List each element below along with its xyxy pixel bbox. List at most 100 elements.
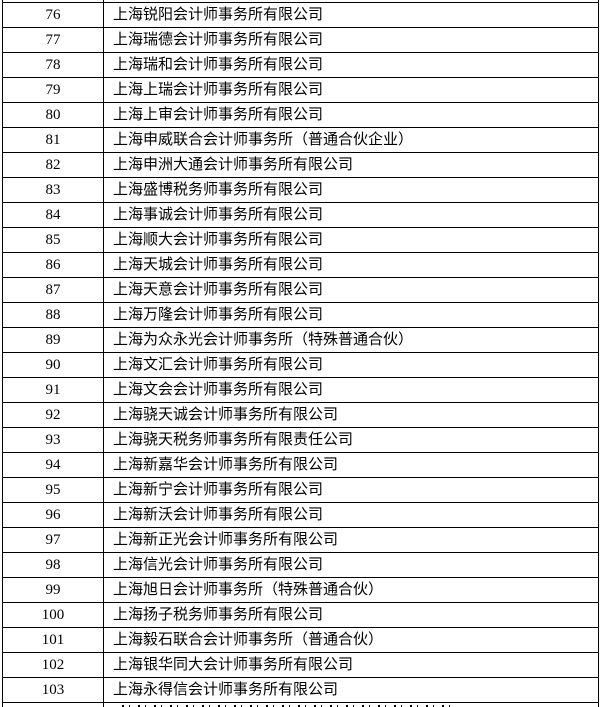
firm-name: 上海万隆会计师事务所有限公司 [113,307,324,323]
firm-name-cell: 上海旭日会计师事务所（特殊普通合伙） [104,578,598,602]
firm-name: 上海新正光会计师事务所有限公司 [113,532,339,548]
row-number: 88 [45,307,61,323]
firm-name-cell: 上海申威联合会计师事务所（普通合伙企业） [104,128,598,152]
row-number-cell: 81 [3,128,104,152]
table-row: 99 上海旭日会计师事务所（特殊普通合伙） [3,578,598,603]
firm-name: 上海上瑞会计师事务所有限公司 [113,82,324,98]
row-number: 98 [45,557,61,573]
row-number-cell: 89 [3,328,104,352]
row-number-cell: 98 [3,553,104,577]
firm-name-cell: 上海信光会计师事务所有限公司 [104,553,598,577]
firm-name: 上海信光会计师事务所有限公司 [113,557,324,573]
firm-name: 上海新沃会计师事务所有限公司 [113,507,324,523]
firm-name-cell: 上海上审会计师事务所有限公司 [104,103,598,127]
table-row-clipped-top [3,0,598,3]
table-row: 100 上海扬子税务师事务所有限公司 [3,603,598,628]
row-number: 97 [45,532,61,548]
table-row: 92 上海骁天诚会计师事务所有限公司 [3,403,598,428]
firm-name-cell: 上海永得信会计师事务所有限公司 [104,678,598,702]
table-row: 93 上海骁天税务师事务所有限责任公司 [3,428,598,453]
firm-name-cell: 上海瑞和会计师事务所有限公司 [104,53,598,77]
row-number-cell: 79 [3,78,104,102]
row-number: 102 [41,657,65,673]
firm-name: 上海新宁会计师事务所有限公司 [113,482,324,498]
firm-name: 上海毅石联合会计师事务所（普通合伙） [113,632,384,648]
table-row: 80 上海上审会计师事务所有限公司 [3,103,598,128]
row-number: 100 [41,607,65,623]
row-number: 82 [45,157,61,173]
firm-name-cell: 上海新宁会计师事务所有限公司 [104,478,598,502]
row-number: 78 [45,57,61,73]
row-number: 93 [45,432,61,448]
row-number-cell: 85 [3,228,104,252]
table-row: 87 上海天意会计师事务所有限公司 [3,278,598,303]
firm-name: 上海天城会计师事务所有限公司 [113,257,324,273]
row-number: 83 [45,182,61,198]
table-row: 102 上海银华同大会计师事务所有限公司 [3,653,598,678]
table-row: 79 上海上瑞会计师事务所有限公司 [3,78,598,103]
clipped-text-fragment [122,705,455,707]
row-number: 87 [45,282,61,298]
table-row: 86 上海天城会计师事务所有限公司 [3,253,598,278]
firm-name-cell: 上海天意会计师事务所有限公司 [104,278,598,302]
firm-name-cell: 上海毅石联合会计师事务所（普通合伙） [104,628,598,652]
firm-name: 上海扬子税务师事务所有限公司 [113,607,324,623]
table-row: 76 上海锐阳会计师事务所有限公司 [3,3,598,28]
table-row: 77 上海瑞德会计师事务所有限公司 [3,28,598,53]
firm-name-cell: 上海事诚会计师事务所有限公司 [104,203,598,227]
table-row: 83 上海盛博税务师事务所有限公司 [3,178,598,203]
firm-name-cell: 上海为众永光会计师事务所（特殊普通合伙） [104,328,598,352]
row-number: 103 [41,682,65,698]
table-row: 90 上海文汇会计师事务所有限公司 [3,353,598,378]
table-row: 94 上海新嘉华会计师事务所有限公司 [3,453,598,478]
row-number-cell: 101 [3,628,104,652]
row-number: 89 [45,332,61,348]
firm-name-cell: 上海万隆会计师事务所有限公司 [104,303,598,327]
row-number: 86 [45,257,61,273]
row-number-cell: 102 [3,653,104,677]
firm-name-cell: 上海骁天诚会计师事务所有限公司 [104,403,598,427]
row-number-cell: 86 [3,253,104,277]
table-row: 84 上海事诚会计师事务所有限公司 [3,203,598,228]
row-number-cell: 87 [3,278,104,302]
row-number: 96 [45,507,61,523]
firm-name: 上海为众永光会计师事务所（特殊普通合伙） [113,332,414,348]
table-row: 96 上海新沃会计师事务所有限公司 [3,503,598,528]
row-number: 80 [45,107,61,123]
table-row: 98 上海信光会计师事务所有限公司 [3,553,598,578]
row-number: 92 [45,407,61,423]
row-number: 79 [45,82,61,98]
firm-name-cell: 上海顺大会计师事务所有限公司 [104,228,598,252]
firm-name: 上海上审会计师事务所有限公司 [113,107,324,123]
row-number: 101 [41,632,65,648]
firm-name-cell: 上海新嘉华会计师事务所有限公司 [104,453,598,477]
table-row: 97 上海新正光会计师事务所有限公司 [3,528,598,553]
firm-name-cell: 上海扬子税务师事务所有限公司 [104,603,598,627]
table-row: 89 上海为众永光会计师事务所（特殊普通合伙） [3,328,598,353]
firm-name-cell: 上海新正光会计师事务所有限公司 [104,528,598,552]
firm-name: 上海文会会计师事务所有限公司 [113,382,324,398]
firm-name: 上海瑞和会计师事务所有限公司 [113,57,324,73]
firm-name: 上海骁天税务师事务所有限责任公司 [113,432,354,448]
row-number: 95 [45,482,61,498]
firm-name-cell: 上海银华同大会计师事务所有限公司 [104,653,598,677]
table-row: 88 上海万隆会计师事务所有限公司 [3,303,598,328]
row-number: 81 [45,132,61,148]
firm-name: 上海盛博税务师事务所有限公司 [113,182,324,198]
firm-name: 上海申威联合会计师事务所（普通合伙企业） [113,132,414,148]
firm-name: 上海文汇会计师事务所有限公司 [113,357,324,373]
table-row: 81 上海申威联合会计师事务所（普通合伙企业） [3,128,598,153]
row-number-cell: 93 [3,428,104,452]
row-number-cell: 96 [3,503,104,527]
row-number-cell: 97 [3,528,104,552]
row-number: 84 [45,207,61,223]
row-number: 99 [45,582,61,598]
row-number-cell: 92 [3,403,104,427]
row-number-cell: 80 [3,103,104,127]
firm-name-cell: 上海骁天税务师事务所有限责任公司 [104,428,598,452]
row-number-cell: 78 [3,53,104,77]
table-row: 103 上海永得信会计师事务所有限公司 [3,678,598,703]
firm-name: 上海骁天诚会计师事务所有限公司 [113,407,339,423]
firm-name-cell: 上海上瑞会计师事务所有限公司 [104,78,598,102]
